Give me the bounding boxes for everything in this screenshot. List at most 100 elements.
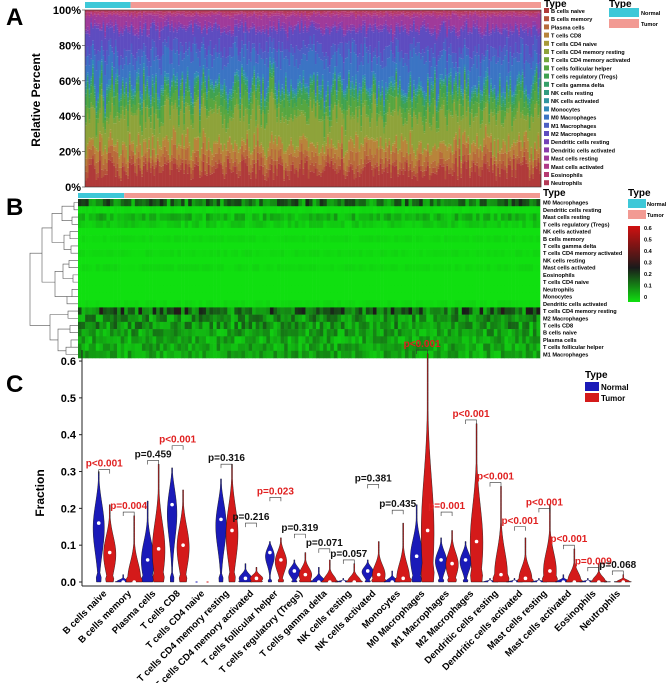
- a-sample-bar: [458, 10, 461, 187]
- a-bar-segment: [328, 72, 331, 107]
- a-bar-segment: [239, 161, 242, 171]
- a-bar-segment: [297, 93, 300, 98]
- a-bar-segment: [234, 107, 237, 141]
- a-bar-segment: [300, 94, 303, 105]
- a-bar-segment: [118, 110, 121, 114]
- a-bar-segment: [439, 83, 442, 90]
- a-ytick-label: 40%: [59, 111, 81, 123]
- a-bar-segment: [242, 139, 245, 142]
- a-bar-segment: [92, 28, 95, 41]
- a-bar-segment: [220, 97, 223, 106]
- a-sample-bar: [304, 10, 307, 187]
- a-bar-segment: [291, 10, 294, 11]
- a-bar-segment: [118, 178, 121, 187]
- a-bar-segment: [390, 151, 393, 154]
- a-bar-segment: [405, 141, 408, 144]
- a-sample-bar: [120, 10, 123, 187]
- a-bar-segment: [462, 96, 465, 99]
- a-bar-segment: [293, 25, 296, 29]
- a-bar-segment: [328, 120, 331, 127]
- a-bar-segment: [214, 104, 217, 141]
- a-sample-bar: [335, 10, 338, 187]
- a-bar-segment: [462, 143, 465, 156]
- a-bar-segment: [137, 38, 140, 50]
- a-bar-segment: [172, 109, 175, 126]
- a-bar-segment: [128, 132, 131, 134]
- a-bar-segment: [367, 63, 370, 89]
- a-bar-segment: [377, 81, 380, 86]
- a-bar-segment: [237, 76, 240, 81]
- a-bar-segment: [383, 106, 386, 112]
- a-bar-segment: [328, 33, 331, 36]
- a-bar-segment: [444, 50, 447, 69]
- a-bar-segment: [156, 29, 159, 56]
- a-bar-segment: [344, 89, 347, 92]
- a-bar-segment: [93, 147, 96, 154]
- a-bar-segment: [414, 89, 417, 92]
- a-bar-segment: [183, 29, 186, 54]
- a-bar-segment: [146, 79, 149, 82]
- a-bar-segment: [344, 10, 347, 12]
- a-bar-segment: [235, 47, 238, 70]
- a-bar-segment: [123, 119, 126, 143]
- a-bar-segment: [279, 94, 282, 96]
- a-bar-segment: [121, 33, 124, 36]
- a-bar-segment: [139, 110, 142, 125]
- a-bar-segment: [188, 47, 191, 81]
- a-bar-segment: [395, 14, 398, 17]
- a-bar-segment: [111, 51, 114, 63]
- a-bar-segment: [95, 11, 98, 15]
- a-bar-segment: [451, 97, 454, 100]
- a-bar-segment: [349, 89, 352, 96]
- a-bar-segment: [88, 123, 91, 138]
- a-bar-segment: [223, 31, 226, 48]
- a-bar-segment: [337, 103, 340, 141]
- a-bar-segment: [293, 66, 296, 90]
- a-bar-segment: [256, 10, 259, 13]
- a-bar-segment: [349, 30, 352, 34]
- a-bar-segment: [377, 14, 380, 18]
- a-bar-segment: [177, 26, 180, 30]
- a-bar-segment: [288, 16, 291, 22]
- a-bar-segment: [267, 110, 270, 114]
- a-bar-segment: [263, 10, 266, 13]
- a-bar-segment: [451, 11, 454, 14]
- a-bar-segment: [227, 123, 230, 129]
- a-bar-segment: [230, 144, 233, 159]
- a-bar-segment: [390, 82, 393, 87]
- a-bar-segment: [246, 139, 249, 156]
- a-bar-segment: [183, 25, 186, 28]
- a-bar-segment: [218, 25, 221, 28]
- a-bar-segment: [363, 105, 366, 137]
- a-bar-segment: [384, 24, 387, 27]
- a-bar-segment: [165, 10, 168, 12]
- a-bar-segment: [113, 32, 116, 54]
- a-bar-segment: [400, 107, 403, 114]
- a-bar-segment: [291, 47, 294, 56]
- a-bar-segment: [346, 115, 349, 151]
- a-bar-segment: [307, 19, 310, 26]
- a-bar-segment: [363, 25, 366, 38]
- a-bar-segment: [134, 16, 137, 30]
- a-bar-segment: [141, 107, 144, 110]
- a-bar-segment: [360, 90, 363, 94]
- a-bar-segment: [286, 37, 289, 41]
- a-bar-segment: [444, 38, 447, 51]
- a-bar-segment: [127, 11, 130, 13]
- a-bar-segment: [297, 24, 300, 50]
- a-bar-segment: [130, 150, 133, 159]
- a-bar-segment: [188, 110, 191, 143]
- a-bar-segment: [339, 22, 342, 26]
- a-bar-segment: [279, 137, 282, 140]
- a-bar-segment: [444, 179, 447, 187]
- a-bar-segment: [214, 12, 217, 14]
- a-bar-segment: [256, 26, 259, 31]
- a-bar-segment: [400, 133, 403, 137]
- a-bar-segment: [437, 128, 440, 132]
- a-bar-segment: [442, 158, 445, 164]
- a-bar-segment: [307, 25, 310, 28]
- a-bar-segment: [256, 18, 259, 27]
- a-bar-segment: [223, 82, 226, 86]
- a-bar-segment: [149, 172, 152, 187]
- a-bar-segment: [386, 146, 389, 148]
